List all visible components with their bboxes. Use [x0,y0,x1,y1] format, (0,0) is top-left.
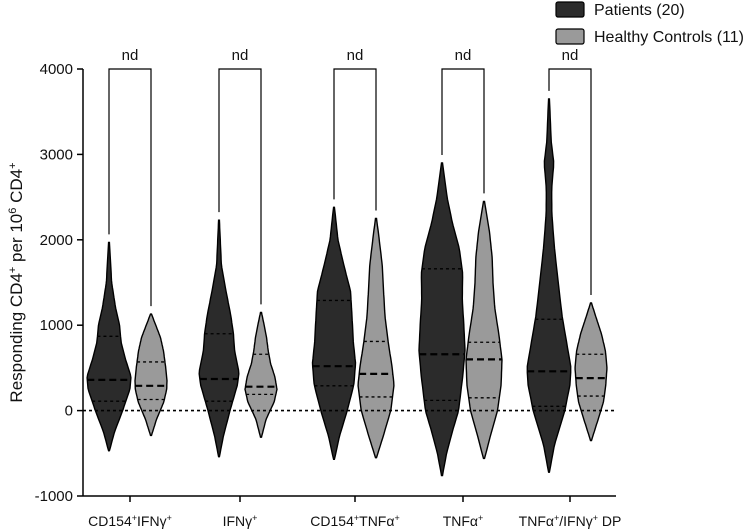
y-tick-label: -1000 [35,488,73,505]
significance-label: nd [455,47,472,64]
y-tick-label: 0 [65,403,73,420]
x-category-label: TNFα+ [443,513,484,529]
label-part: per 10 [7,214,26,267]
patients-violin-3 [418,162,466,477]
label-part: Responding CD4 [7,273,26,402]
y-axis-title: Responding CD4+ per 106 CD4+ [7,162,26,402]
bracket-line [548,68,592,295]
violin-body [244,311,278,438]
label-part: TNFα [359,513,394,529]
controls-violin-1 [244,311,278,438]
comparison-bracket: nd [548,47,592,295]
bracket-line [441,68,485,194]
violin-body [357,217,395,459]
violin-body [134,313,168,437]
x-category-label: IFNγ+ [223,513,258,529]
patients-violin-1 [198,219,240,458]
violin-body [574,302,608,442]
label-part: IFNγ [223,513,253,529]
violin-body [311,206,357,461]
label-part: TNFα [519,513,554,529]
patients-violin-4 [526,98,572,473]
significance-label: nd [347,47,364,64]
superscript: + [7,267,19,273]
label-part: CD154 [310,513,354,529]
superscript: + [354,513,359,523]
significance-label: nd [232,47,249,64]
superscript: + [554,513,559,523]
label-part: CD4 [7,169,26,208]
label-part: TNFα [443,513,478,529]
legend: Patients (20) Healthy Controls (11) [555,1,744,46]
superscript: + [478,513,483,523]
x-category-label: CD154+IFNγ+ [88,513,172,529]
controls-violin-3 [465,200,503,460]
superscript: + [7,162,19,168]
patients-violin-0 [86,241,132,452]
significance-label: nd [122,47,139,64]
superscript: + [252,513,257,523]
label-part: CD154 [88,513,132,529]
y-tick-label: 2000 [40,232,73,249]
x-category-label: TNFα+/IFNγ+ DP [519,513,622,529]
label-part: /IFNγ [559,513,592,529]
legend-swatch [555,28,585,45]
bracket-line [218,68,262,305]
x-category-label: CD154+TNFα+ [310,513,399,529]
patients-violin-2 [311,206,357,461]
violin-body [526,98,572,473]
legend-item: Patients (20) [555,1,685,19]
legend-item: Healthy Controls (11) [555,28,744,46]
y-tick-label: 4000 [40,61,73,78]
legend-label: Healthy Controls (11) [594,29,744,46]
violin-body [418,162,466,477]
comparison-bracket: nd [218,47,262,305]
violin-body [465,200,503,460]
bracket-line [333,68,377,211]
superscript: + [394,513,399,523]
label-part: IFNγ [137,513,167,529]
violin-body [86,241,132,452]
y-tick-label: 3000 [40,146,73,163]
controls-violin-4 [574,302,608,442]
controls-violin-0 [134,313,168,437]
comparison-brackets-layer: nd nd nd nd nd [108,47,592,307]
comparison-bracket: nd [333,47,377,211]
violin-body [198,219,240,458]
y-tick-label: 1000 [40,317,73,334]
controls-violin-2 [357,217,395,459]
comparison-bracket: nd [108,47,152,307]
superscript: 6 [7,208,19,214]
legend-swatch [555,1,585,18]
superscript: + [132,513,137,523]
superscript: + [593,513,598,523]
comparison-bracket: nd [441,47,485,194]
bracket-line [108,68,152,307]
violins-layer [86,98,608,477]
significance-label: nd [562,47,579,64]
label-part: DP [598,513,621,529]
superscript: + [167,513,172,523]
legend-label: Patients (20) [594,2,685,19]
